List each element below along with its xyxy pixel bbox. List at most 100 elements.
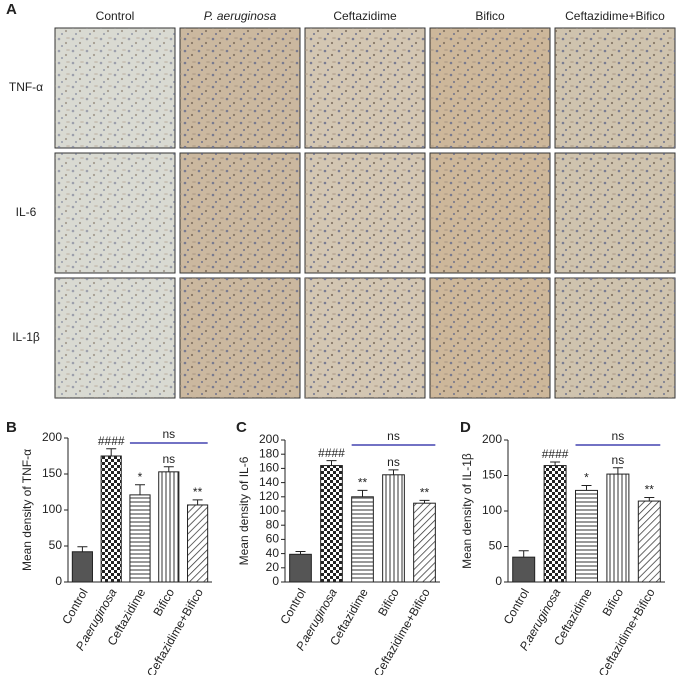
micrograph-texture	[55, 28, 175, 148]
comparison-label: ns	[612, 429, 625, 443]
y-tick-label: 180	[259, 446, 279, 460]
micrograph-texture	[555, 153, 675, 273]
y-tick-label: 100	[42, 502, 62, 516]
y-tick-label: 150	[482, 468, 502, 482]
micrograph-texture	[555, 278, 675, 398]
significance-label: *	[584, 471, 589, 485]
panel-label: B	[6, 419, 17, 436]
x-tick-label: Control	[59, 586, 90, 627]
error-bar	[135, 484, 145, 495]
significance-label: ####	[318, 446, 345, 460]
y-tick-label: 20	[266, 560, 280, 574]
y-tick-label: 200	[482, 432, 502, 446]
panel-label: D	[460, 419, 471, 436]
error-bar	[163, 466, 174, 472]
error-bar	[357, 489, 368, 497]
micrograph-texture	[305, 278, 425, 398]
micrograph-texture	[430, 153, 550, 273]
y-tick-label: 0	[272, 574, 279, 588]
significance-label: **	[645, 483, 655, 497]
x-tick-label: Ceftazidime+Bifico	[144, 586, 206, 675]
y-tick-label: 0	[495, 574, 502, 588]
x-tick-label: Ceftazidime+Bifico	[371, 586, 433, 675]
column-label: Ceftazidime+Bifico	[565, 9, 665, 23]
x-tick-label: Bifico	[599, 586, 626, 619]
error-bar	[295, 550, 306, 555]
significance-label: **	[358, 476, 368, 490]
significance-label: ####	[98, 434, 125, 448]
bar	[129, 494, 151, 583]
row-label: TNF-α	[9, 80, 43, 94]
bar	[100, 455, 122, 583]
bar	[606, 473, 630, 583]
error-bar	[419, 499, 430, 504]
bar	[320, 465, 343, 583]
panel-label: A	[6, 1, 17, 18]
row-label: IL-1β	[12, 330, 40, 344]
y-tick-label: 200	[42, 430, 62, 444]
error-bar	[612, 467, 623, 475]
error-bar	[550, 461, 561, 466]
y-tick-label: 150	[42, 466, 62, 480]
y-tick-label: 50	[489, 539, 503, 553]
significance-label: ns	[387, 455, 400, 469]
bar	[413, 502, 436, 583]
micrograph-texture	[430, 28, 550, 148]
error-bar	[106, 448, 117, 456]
error-bar	[644, 497, 655, 502]
micrograph-texture	[180, 153, 300, 273]
error-bar	[518, 550, 529, 558]
x-tick-label: Ceftazidime+Bifico	[596, 586, 658, 675]
bar	[289, 553, 312, 583]
significance-label: ns	[612, 453, 625, 467]
error-bar	[581, 484, 592, 491]
micrograph-texture	[430, 278, 550, 398]
significance-label: **	[193, 485, 203, 499]
bar	[382, 474, 405, 583]
micrograph-texture	[55, 153, 175, 273]
x-tick-label: Control	[277, 586, 308, 627]
error-bar	[192, 499, 203, 505]
y-tick-label: 140	[259, 475, 279, 489]
y-tick-label: 100	[259, 503, 279, 517]
significance-label: ns	[162, 452, 175, 466]
y-axis-label: Mean density of IL-6	[237, 456, 251, 565]
y-axis-label: Mean density of TNF-α	[20, 449, 34, 571]
bar	[351, 496, 374, 583]
comparison-label: ns	[387, 429, 400, 443]
x-tick-label: Control	[501, 586, 532, 627]
y-tick-label: 100	[482, 503, 502, 517]
y-tick-label: 80	[266, 517, 280, 531]
y-tick-label: 50	[49, 538, 63, 552]
y-tick-label: 40	[266, 546, 280, 560]
y-tick-label: 200	[259, 432, 279, 446]
bar	[512, 556, 536, 583]
panel-label: C	[236, 419, 247, 436]
micrograph-texture	[555, 28, 675, 148]
y-axis-label: Mean density of IL-1β	[460, 453, 474, 569]
column-label: Ceftazidime	[333, 9, 397, 23]
micrograph-texture	[55, 278, 175, 398]
error-bar	[326, 460, 337, 466]
y-tick-label: 160	[259, 461, 279, 475]
x-tick-label: Bifico	[150, 586, 177, 619]
bar	[543, 465, 567, 583]
micrograph-texture	[180, 278, 300, 398]
column-label: Control	[96, 9, 135, 23]
x-tick-label: Bifico	[375, 586, 402, 619]
column-label: Bifico	[475, 9, 505, 23]
y-tick-label: 0	[55, 574, 62, 588]
bar	[575, 489, 598, 583]
row-label: IL-6	[16, 205, 37, 219]
error-bar	[388, 469, 399, 475]
bar	[187, 504, 209, 583]
bar	[637, 500, 661, 583]
micrograph-texture	[305, 28, 425, 148]
micrograph-texture	[305, 153, 425, 273]
error-bar	[77, 546, 88, 552]
bar	[71, 551, 93, 583]
y-tick-label: 120	[259, 489, 279, 503]
y-tick-label: 60	[266, 532, 280, 546]
bar	[158, 471, 180, 583]
